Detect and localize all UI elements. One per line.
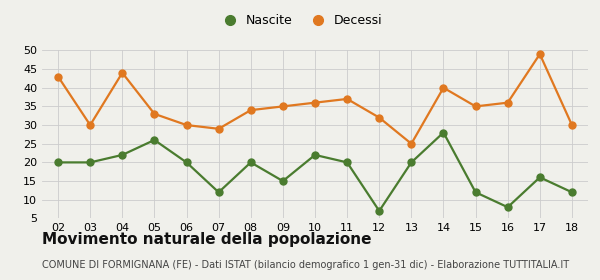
Decessi <box>311 101 319 104</box>
Decessi <box>55 75 62 78</box>
Decessi <box>86 123 94 127</box>
Decessi <box>376 116 383 119</box>
Text: Movimento naturale della popolazione: Movimento naturale della popolazione <box>42 232 371 248</box>
Nascite <box>247 161 254 164</box>
Decessi <box>151 112 158 116</box>
Text: COMUNE DI FORMIGNANA (FE) - Dati ISTAT (bilancio demografico 1 gen-31 dic) - Ela: COMUNE DI FORMIGNANA (FE) - Dati ISTAT (… <box>42 260 569 270</box>
Nascite <box>55 161 62 164</box>
Nascite <box>311 153 319 157</box>
Decessi <box>568 123 575 127</box>
Decessi <box>215 127 222 130</box>
Legend: Nascite, Decessi: Nascite, Decessi <box>212 9 388 32</box>
Nascite <box>568 191 575 194</box>
Decessi <box>344 97 351 101</box>
Line: Nascite: Nascite <box>55 129 575 214</box>
Nascite <box>215 191 222 194</box>
Decessi <box>119 71 126 74</box>
Decessi <box>408 142 415 145</box>
Decessi <box>536 52 544 56</box>
Decessi <box>440 86 447 89</box>
Nascite <box>536 176 544 179</box>
Decessi <box>472 105 479 108</box>
Nascite <box>376 209 383 213</box>
Nascite <box>504 206 511 209</box>
Nascite <box>151 138 158 142</box>
Decessi <box>183 123 190 127</box>
Nascite <box>119 153 126 157</box>
Nascite <box>440 131 447 134</box>
Decessi <box>279 105 286 108</box>
Line: Decessi: Decessi <box>55 51 575 147</box>
Nascite <box>408 161 415 164</box>
Decessi <box>247 108 254 112</box>
Decessi <box>504 101 511 104</box>
Nascite <box>344 161 351 164</box>
Nascite <box>279 179 286 183</box>
Nascite <box>86 161 94 164</box>
Nascite <box>472 191 479 194</box>
Nascite <box>183 161 190 164</box>
